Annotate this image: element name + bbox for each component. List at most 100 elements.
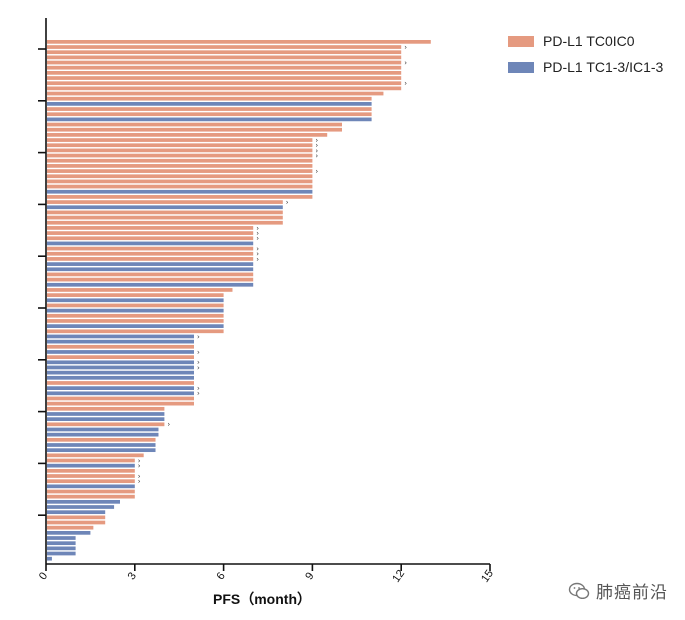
- bar-patient-50: [47, 293, 224, 297]
- bar-patient-21: [47, 143, 313, 148]
- bar-patient-4: [47, 55, 402, 60]
- bar-patient-100: [47, 551, 76, 556]
- bar-patient-85: [47, 474, 135, 478]
- censor-marker-61: ›: [197, 348, 200, 356]
- bar-patient-95: [47, 525, 94, 530]
- bar-patient-91: [47, 505, 115, 509]
- axes-group: [45, 18, 490, 565]
- bar-patient-29: [47, 184, 313, 189]
- bar-patient-62: [47, 355, 194, 359]
- watermark-text: 肺癌前沿: [596, 583, 668, 602]
- bar-patient-45: [47, 267, 254, 272]
- bar-patient-38: [47, 231, 254, 235]
- censor-marker-41: ›: [256, 245, 259, 253]
- bar-patient-14: [47, 107, 372, 111]
- bar-patient-66: [47, 375, 194, 380]
- bar-patient-3: [47, 50, 402, 55]
- censor-marker-85: ›: [138, 472, 141, 480]
- bar-patient-10: [47, 86, 402, 91]
- bar-patient-76: [47, 427, 159, 432]
- bar-patient-78: [47, 437, 156, 442]
- bar-patient-71: [47, 401, 194, 406]
- censor-marker-63: ›: [197, 359, 200, 367]
- legend-swatch-tc0ic0: [508, 35, 534, 47]
- censor-marker-38: ›: [256, 229, 259, 237]
- bar-patient-11: [47, 91, 384, 96]
- bar-patient-5: [47, 60, 402, 65]
- bar-patient-27: [47, 174, 313, 179]
- bar-patient-40: [47, 241, 254, 246]
- legend: PD-L1 TC0IC0 PD-L1 TC1-3/IC1-3: [508, 28, 663, 80]
- bar-patient-72: [47, 406, 165, 411]
- bar-patient-17: [47, 122, 342, 127]
- bar-patient-16: [47, 117, 372, 122]
- bar-patient-44: [47, 262, 254, 266]
- bar-patient-26: [47, 169, 313, 173]
- bar-patient-90: [47, 499, 120, 504]
- bar-patient-69: [47, 391, 194, 396]
- bar-patient-68: [47, 386, 194, 390]
- censor-marker-69: ›: [197, 390, 200, 398]
- bar-patient-61: [47, 350, 194, 354]
- legend-item-tc0ic0: PD-L1 TC0IC0: [508, 28, 663, 54]
- bar-patient-64: [47, 365, 194, 370]
- bar-patient-37: [47, 226, 254, 230]
- bar-patient-2: [47, 45, 402, 49]
- watermark: 肺癌前沿: [568, 578, 668, 603]
- censor-marker-2: ›: [404, 43, 407, 51]
- bar-patient-13: [47, 102, 372, 106]
- bar-patient-49: [47, 288, 233, 292]
- x-tick-label-12: 12: [390, 568, 407, 585]
- bar-patient-101: [47, 556, 52, 561]
- censor-marker-20: ›: [315, 136, 318, 144]
- bar-patient-93: [47, 515, 106, 520]
- bar-patient-6: [47, 65, 402, 70]
- bar-patient-34: [47, 210, 283, 215]
- bar-patient-83: [47, 463, 135, 468]
- bar-patient-94: [47, 520, 106, 525]
- bar-patient-86: [47, 479, 135, 484]
- x-tick-label-9: 9: [303, 570, 316, 582]
- y-ticks-group: [38, 48, 46, 517]
- censor-marker-5: ›: [404, 59, 407, 67]
- bar-patient-36: [47, 220, 283, 225]
- censor-marker-9: ›: [404, 80, 407, 88]
- bar-patient-15: [47, 112, 372, 117]
- bar-patient-25: [47, 164, 313, 168]
- bar-patient-32: [47, 200, 283, 204]
- bar-patient-55: [47, 319, 224, 323]
- bar-patient-18: [47, 127, 342, 132]
- bar-patient-43: [47, 257, 254, 261]
- bar-patient-33: [47, 205, 283, 210]
- bar-patient-63: [47, 360, 194, 365]
- censor-marker-42: ›: [256, 250, 259, 258]
- censor-marker-82: ›: [138, 457, 141, 465]
- bar-patient-87: [47, 484, 135, 489]
- x-axis-title: PFS（month）: [213, 591, 311, 607]
- legend-label-tc13ic13: PD-L1 TC1-3/IC1-3: [543, 59, 664, 75]
- bar-patient-79: [47, 443, 156, 447]
- x-ticks-group: 0 3 6 9 12 15: [37, 564, 496, 585]
- bar-patient-53: [47, 308, 224, 313]
- bar-patient-88: [47, 489, 135, 494]
- bar-patient-41: [47, 246, 254, 251]
- bar-patient-54: [47, 313, 224, 318]
- censor-marker-39: ›: [256, 235, 259, 243]
- bar-patient-73: [47, 412, 165, 416]
- legend-item-tc13ic13: PD-L1 TC1-3/IC1-3: [508, 54, 663, 80]
- bar-patient-7: [47, 71, 402, 75]
- bar-patient-31: [47, 195, 313, 199]
- bar-patient-42: [47, 251, 254, 256]
- bar-patient-84: [47, 468, 135, 473]
- bar-patient-47: [47, 277, 254, 282]
- bar-patient-48: [47, 282, 254, 287]
- bar-patient-22: [47, 148, 313, 153]
- bar-patient-12: [47, 96, 372, 101]
- x-tick-label-6: 6: [214, 570, 227, 582]
- bar-patient-24: [47, 158, 313, 163]
- censor-marker-75: ›: [167, 421, 170, 429]
- censor-markers-group: ››››››››››››››››››››››››››: [138, 43, 407, 485]
- bar-patient-58: [47, 334, 194, 339]
- legend-label-tc0ic0: PD-L1 TC0IC0: [543, 33, 635, 49]
- bar-patient-20: [47, 138, 313, 142]
